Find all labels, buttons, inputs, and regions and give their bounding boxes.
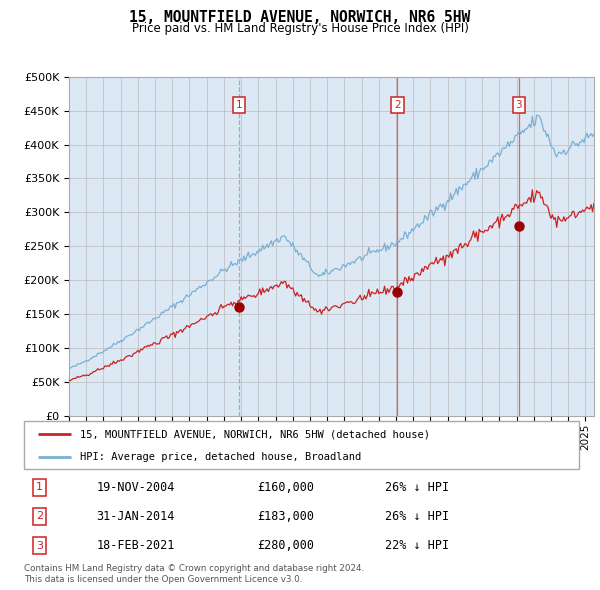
Text: 1: 1 [236,100,242,110]
Text: 1: 1 [36,483,43,493]
Text: HPI: Average price, detached house, Broadland: HPI: Average price, detached house, Broa… [79,452,361,462]
Text: 15, MOUNTFIELD AVENUE, NORWICH, NR6 5HW: 15, MOUNTFIELD AVENUE, NORWICH, NR6 5HW [130,10,470,25]
Text: This data is licensed under the Open Government Licence v3.0.: This data is licensed under the Open Gov… [24,575,302,584]
Text: 15, MOUNTFIELD AVENUE, NORWICH, NR6 5HW (detached house): 15, MOUNTFIELD AVENUE, NORWICH, NR6 5HW … [79,429,430,439]
Text: 2: 2 [36,512,43,522]
Text: Contains HM Land Registry data © Crown copyright and database right 2024.: Contains HM Land Registry data © Crown c… [24,564,364,573]
Text: 26% ↓ HPI: 26% ↓ HPI [385,481,449,494]
Text: 3: 3 [36,540,43,550]
Text: 19-NOV-2004: 19-NOV-2004 [96,481,175,494]
Text: 3: 3 [515,100,522,110]
Text: 2: 2 [394,100,401,110]
Text: £183,000: £183,000 [257,510,314,523]
Text: 26% ↓ HPI: 26% ↓ HPI [385,510,449,523]
Text: £160,000: £160,000 [257,481,314,494]
Text: £280,000: £280,000 [257,539,314,552]
Text: Price paid vs. HM Land Registry's House Price Index (HPI): Price paid vs. HM Land Registry's House … [131,22,469,35]
Text: 18-FEB-2021: 18-FEB-2021 [96,539,175,552]
Text: 31-JAN-2014: 31-JAN-2014 [96,510,175,523]
Text: 22% ↓ HPI: 22% ↓ HPI [385,539,449,552]
